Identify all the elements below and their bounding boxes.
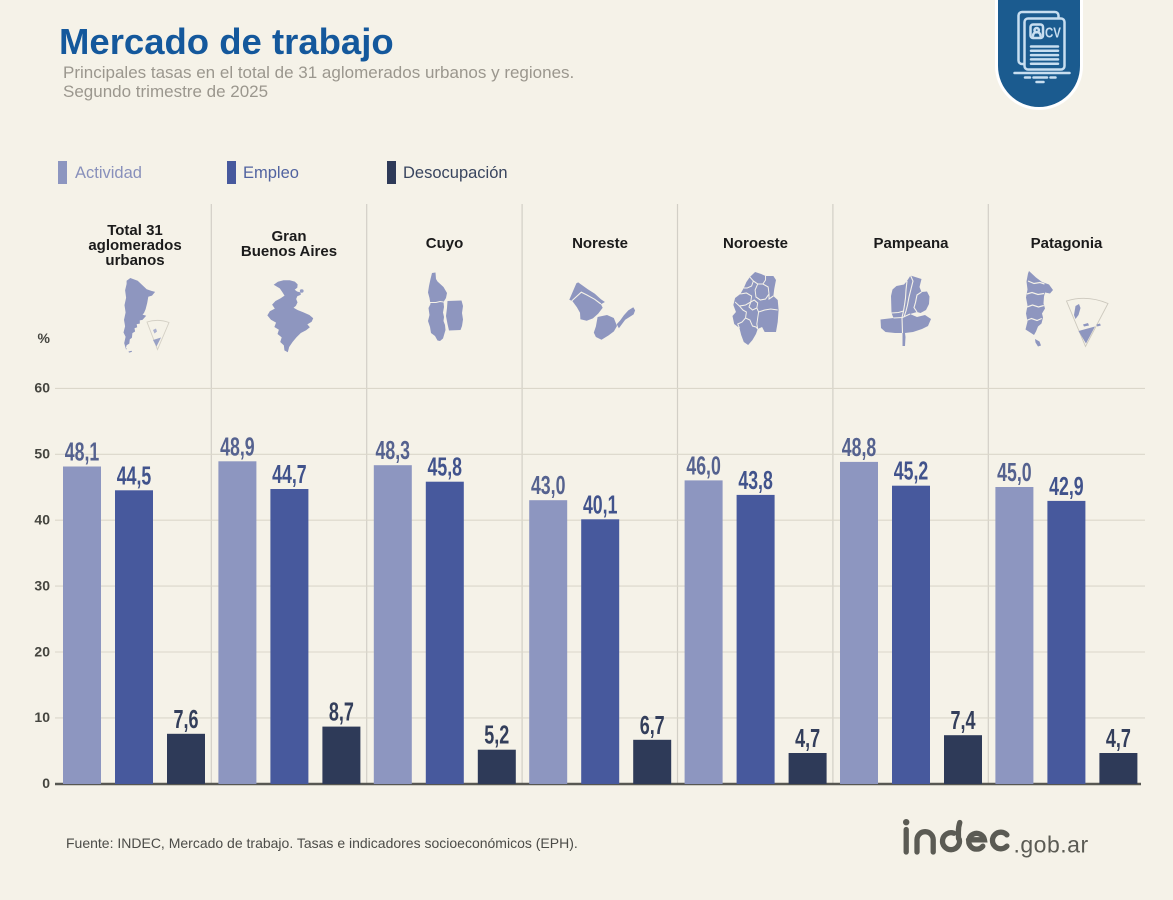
svg-text:30: 30 xyxy=(34,578,50,594)
svg-text:Noreste: Noreste xyxy=(572,235,628,252)
svg-text:46,0: 46,0 xyxy=(686,452,721,480)
svg-text:48,9: 48,9 xyxy=(220,433,255,461)
svg-text:48,8: 48,8 xyxy=(842,434,877,462)
svg-text:aglomerados: aglomerados xyxy=(88,237,181,254)
svg-text:8,7: 8,7 xyxy=(329,699,354,727)
svg-text:0: 0 xyxy=(42,775,50,791)
svg-text:20: 20 xyxy=(34,644,50,660)
svg-text:.gob.ar: .gob.ar xyxy=(1014,832,1089,858)
svg-text:Gran: Gran xyxy=(271,228,306,245)
svg-text:Empleo: Empleo xyxy=(243,164,299,182)
svg-text:45,8: 45,8 xyxy=(428,454,463,482)
svg-text:urbanos: urbanos xyxy=(105,252,164,269)
svg-text:10: 10 xyxy=(34,709,50,725)
svg-text:Pampeana: Pampeana xyxy=(873,235,949,252)
svg-text:Patagonia: Patagonia xyxy=(1031,235,1103,252)
svg-text:Buenos Aires: Buenos Aires xyxy=(241,243,337,260)
svg-text:4,7: 4,7 xyxy=(1106,725,1131,753)
svg-text:Total 31: Total 31 xyxy=(107,222,163,239)
svg-text:5,2: 5,2 xyxy=(484,722,509,750)
svg-text:Cuyo: Cuyo xyxy=(426,235,464,252)
svg-text:7,4: 7,4 xyxy=(951,707,977,735)
svg-text:60: 60 xyxy=(34,380,50,396)
svg-text:40: 40 xyxy=(34,512,50,528)
svg-text:CV: CV xyxy=(1045,26,1061,42)
svg-text:40,1: 40,1 xyxy=(583,491,618,519)
svg-text:6,7: 6,7 xyxy=(640,712,665,740)
svg-text:43,8: 43,8 xyxy=(738,467,773,495)
svg-text:Actividad: Actividad xyxy=(75,164,142,182)
svg-text:Noroeste: Noroeste xyxy=(723,235,788,252)
svg-text:7,6: 7,6 xyxy=(174,706,199,734)
svg-text:45,0: 45,0 xyxy=(997,459,1032,487)
svg-text:48,1: 48,1 xyxy=(65,439,100,467)
svg-text:44,7: 44,7 xyxy=(272,461,307,489)
svg-text:%: % xyxy=(38,330,51,346)
svg-text:42,9: 42,9 xyxy=(1049,473,1084,501)
svg-text:4,7: 4,7 xyxy=(795,725,820,753)
svg-text:48,3: 48,3 xyxy=(376,437,411,465)
svg-text:Desocupación: Desocupación xyxy=(403,164,508,182)
svg-text:43,0: 43,0 xyxy=(531,472,566,500)
svg-text:44,5: 44,5 xyxy=(117,462,152,490)
svg-text:45,2: 45,2 xyxy=(894,458,929,486)
svg-text:50: 50 xyxy=(34,446,50,462)
